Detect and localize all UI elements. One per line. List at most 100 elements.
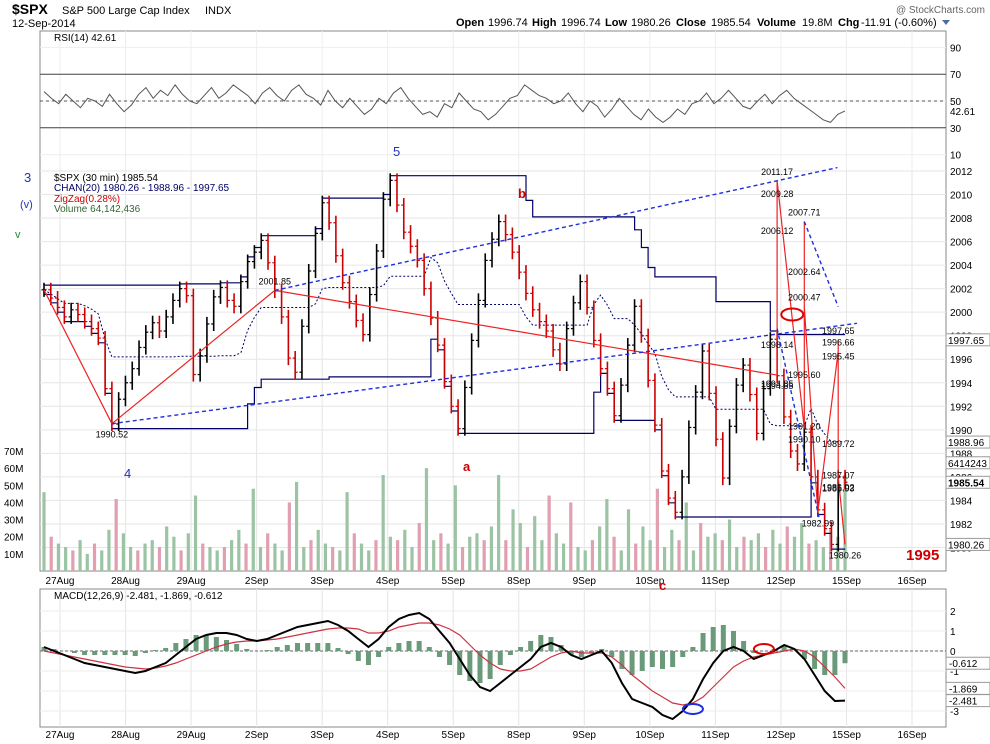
volume-bar [157,547,162,571]
volume-bar [540,540,544,571]
volume-bar [655,488,659,571]
volume-bar [756,533,761,571]
volume-bar [648,540,652,571]
macd-histogram-bar [92,651,98,655]
macd-histogram-bar [345,651,351,654]
volume-bar [713,533,717,571]
x-tick-label: 12Sep [766,576,795,587]
macd-histogram-bar [741,641,747,651]
volume-layer [42,468,847,571]
x-tick-label: 11Sep [701,576,730,587]
macd-histogram-bar [467,651,473,681]
macd-signal-line [43,622,846,706]
header-symbol: $SPX [12,1,48,17]
macd-histogram-bar [720,625,726,651]
pivot-annotation: 1987.07 [822,470,855,480]
volume-bar [533,516,537,571]
pivot-annotation: 2001.85 [259,276,292,286]
pivot-annotation: 2009.28 [761,189,794,199]
x-tick-label: 15Sep [832,576,861,587]
close-label: Close [676,17,706,29]
right-value-label: 1980.26 [948,540,985,551]
ellipse-marker-red [780,307,805,322]
rsi-legend: RSI(14) 42.61 [54,33,117,44]
x-tick-label: 27Aug [46,730,75,741]
price-tick-label: 2008 [950,214,973,225]
volume-bar [446,543,450,571]
volume-bar [641,526,645,571]
volume-tick-label: 60M [4,464,23,475]
volume-bar [215,550,219,571]
chevron-down-icon[interactable] [942,20,950,25]
macd-panel [39,588,947,728]
macd-histogram-bar [224,640,230,651]
volume-bar [338,550,342,571]
right-value-label: 6414243 [948,459,987,470]
macd-tick-label: 1 [950,627,956,638]
macd-histogram-bar [365,651,371,665]
volume-tick-label: 70M [4,447,23,458]
macd-value-box [945,656,990,670]
volume-bar [64,547,68,571]
macd-histogram-bar [518,647,524,651]
macd-histogram-bar [710,627,716,651]
price-tick-label: 2006 [950,238,973,249]
volume-bar [598,526,602,571]
x-tick-label: 11Sep [701,730,730,741]
wave-label-c: c [659,578,666,593]
volume-bar [468,536,472,571]
macd-tick-label: -3 [950,707,959,718]
macd-histogram-bar [163,648,169,651]
macd-histogram-bar [203,635,209,651]
grid-lines [40,31,946,727]
ellipse-marker-red-macd [752,643,775,655]
macd-histogram-bar [609,651,615,657]
trendline-lower [111,322,858,425]
macd-histogram-bar [730,631,736,651]
volume-bar [489,526,494,571]
macd-tick-label: 2 [950,607,956,618]
price-tick-label: 2000 [950,308,973,319]
channel-middle-line [43,256,845,443]
x-tick-label: 28Aug [111,576,140,587]
pivot-annotation: 2006.12 [761,226,794,236]
volume-bar [511,509,515,571]
pivot-annotation: 1998.14 [761,340,794,350]
chg-label: Chg [838,17,859,29]
volume-bar [497,475,501,571]
x-tick-label: 10Sep [635,730,664,741]
volume-bar [56,543,61,571]
volume-bar [136,550,140,571]
volume-bar [395,540,400,571]
macd-histogram-bar [82,651,88,655]
volume-bar [785,526,789,571]
macd-histogram-bar [416,641,422,651]
volume-label: Volume [757,17,796,29]
volume-bar [439,533,443,571]
volume-bar [720,540,724,571]
macd-histogram-bar [213,637,219,651]
volume-bar [266,533,270,571]
right-value-box [945,456,990,470]
macd-histogram-bar [507,651,513,655]
volume-bar [764,547,768,571]
macd-histogram-bar [690,647,696,651]
volume-bar [374,540,378,571]
price-tick-label: 1992 [950,402,973,413]
volume-bar [453,485,457,571]
volume-bar [222,547,227,571]
rsi-last-value: 42.61 [950,107,975,118]
pivot-annotation: 1982.99 [802,518,835,528]
volume-bar [460,547,465,571]
volume-bar [85,553,89,571]
volume-bar [78,540,82,571]
volume-bar [179,550,183,571]
x-tick-label: 8Sep [507,576,531,587]
volume-bar [49,536,53,571]
macd-histogram-bar [447,651,453,665]
pivot-annotation: 2002.64 [788,267,821,277]
macd-histogram-bar [670,651,676,667]
volume-legend: Volume 64,142,436 [54,204,141,215]
macd-histogram-bar [142,651,148,653]
volume-bar [121,533,125,571]
